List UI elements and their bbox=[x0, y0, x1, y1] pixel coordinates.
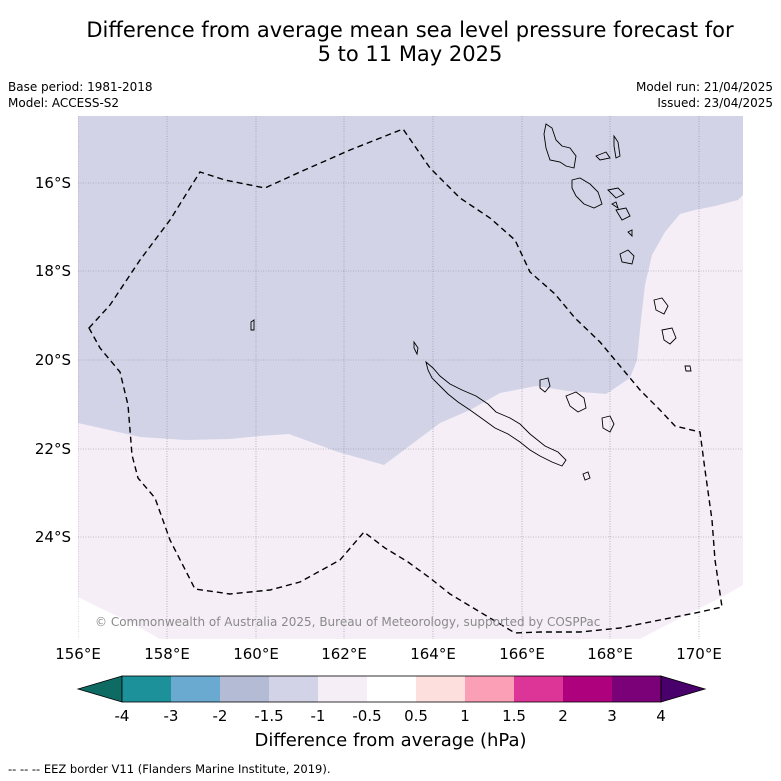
colorbar-swatch bbox=[318, 676, 367, 702]
colorbar-label: Difference from average (hPa) bbox=[254, 730, 527, 751]
lat-label: 20°S bbox=[35, 351, 71, 369]
erromango bbox=[627, 229, 633, 238]
meta-left: Base period: 1981-2018 Model: ACCESS-S2 bbox=[8, 79, 153, 111]
white-sliver-east bbox=[640, 585, 743, 639]
matthew-island bbox=[653, 297, 669, 315]
belep-island bbox=[413, 340, 419, 356]
issued-date: Issued: 23/04/2025 bbox=[657, 96, 773, 110]
lon-label: 168°E bbox=[587, 645, 633, 663]
hunter-island bbox=[661, 327, 677, 345]
colorbar-tick: -4 bbox=[115, 707, 130, 725]
coastlines bbox=[250, 123, 692, 481]
latitude-labels: 16°S 18°S 20°S 22°S 24°S bbox=[35, 174, 71, 546]
colorbar-extend-high bbox=[660, 675, 707, 703]
islet-b bbox=[250, 319, 255, 331]
lifou bbox=[565, 391, 587, 413]
lon-label: 170°E bbox=[676, 645, 722, 663]
colorbar-tick: -3 bbox=[164, 707, 179, 725]
ouvea bbox=[539, 377, 551, 393]
ambae bbox=[595, 151, 611, 161]
colorbar-swatch bbox=[269, 676, 318, 702]
colorbar-swatch bbox=[122, 676, 171, 702]
map-field bbox=[78, 116, 743, 639]
eez-border bbox=[88, 128, 723, 634]
gridlines bbox=[78, 116, 743, 639]
malekula bbox=[571, 177, 603, 209]
model-run: Model run: 21/04/2025 bbox=[635, 80, 773, 94]
chart-title: Difference from average mean sea level p… bbox=[40, 18, 780, 66]
colorbar-tick: 3 bbox=[607, 707, 617, 725]
lon-label: 160°E bbox=[233, 645, 279, 663]
colorbar-tick: 0.5 bbox=[404, 707, 428, 725]
title-line-2: 5 to 11 May 2025 bbox=[317, 42, 503, 66]
new-caledonia bbox=[425, 360, 567, 467]
espiritu-santo bbox=[543, 123, 577, 169]
colorbar-swatch bbox=[563, 676, 612, 702]
lat-label: 24°S bbox=[35, 528, 71, 546]
tanna bbox=[619, 249, 635, 265]
mare bbox=[601, 415, 615, 433]
efate bbox=[615, 207, 631, 221]
colorbar-tick: 2 bbox=[558, 707, 568, 725]
lower-pressure-area bbox=[78, 116, 743, 465]
lon-label: 162°E bbox=[321, 645, 367, 663]
epi bbox=[611, 201, 619, 210]
lat-label: 22°S bbox=[35, 440, 71, 458]
lon-label: 166°E bbox=[499, 645, 545, 663]
lon-label: 156°E bbox=[55, 645, 101, 663]
meta-right: Model run: 21/04/2025 Issued: 23/04/2025 bbox=[636, 79, 773, 111]
colorbar-swatch bbox=[367, 676, 416, 702]
colorbar-tick: -1.5 bbox=[254, 707, 283, 725]
colorbar-tick: -2 bbox=[213, 707, 228, 725]
eez-footnote: -- -- -- EEZ border V11 (Flanders Marine… bbox=[8, 762, 331, 776]
isle-of-pines bbox=[582, 471, 591, 481]
colorbar-tick: -0.5 bbox=[352, 707, 381, 725]
colorbar-swatch bbox=[612, 676, 661, 702]
colorbar-swatch bbox=[514, 676, 563, 702]
colorbar-tick: 1.5 bbox=[502, 707, 526, 725]
colorbar-tick: -1 bbox=[311, 707, 326, 725]
maewo bbox=[613, 134, 621, 159]
copyright-notice: © Commonwealth of Australia 2025, Bureau… bbox=[95, 615, 600, 629]
lon-label: 164°E bbox=[410, 645, 456, 663]
title-line-1: Difference from average mean sea level p… bbox=[86, 18, 734, 42]
colorbar-extend-low bbox=[76, 675, 123, 703]
colorbar-swatch bbox=[416, 676, 465, 702]
longitude-labels: 156°E 158°E 160°E 162°E 164°E 166°E 168°E 170°E bbox=[55, 645, 722, 663]
colorbar: -4 -3 -2 -1.5 -1 -0.5 0.5 1 1.5 2 3 4 bbox=[76, 675, 707, 725]
colorbar-swatch bbox=[465, 676, 514, 702]
white-sliver bbox=[78, 597, 160, 639]
ambrym bbox=[607, 187, 625, 199]
lat-label: 18°S bbox=[35, 262, 71, 280]
lon-label: 158°E bbox=[144, 645, 190, 663]
model-name: Model: ACCESS-S2 bbox=[8, 96, 120, 110]
colorbar-swatch bbox=[171, 676, 220, 702]
colorbar-tick: 4 bbox=[656, 707, 666, 725]
islet-a bbox=[684, 365, 692, 372]
colorbar-tick: 1 bbox=[460, 707, 470, 725]
colorbar-frame bbox=[121, 675, 662, 703]
lat-label: 16°S bbox=[35, 174, 71, 192]
colorbar-swatch bbox=[220, 676, 269, 702]
base-period: Base period: 1981-2018 bbox=[8, 80, 153, 94]
